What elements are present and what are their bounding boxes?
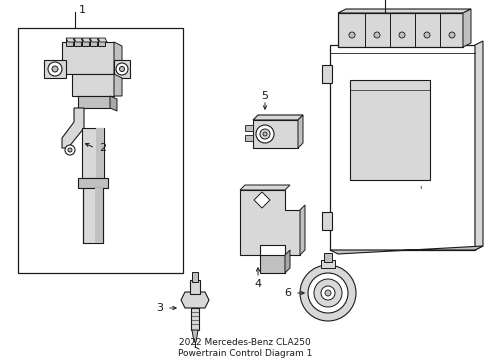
Bar — [260, 255, 285, 273]
Bar — [82, 128, 104, 178]
Polygon shape — [82, 38, 91, 42]
Bar — [74, 38, 81, 46]
Text: 3: 3 — [156, 303, 164, 313]
Circle shape — [52, 66, 58, 72]
Circle shape — [300, 265, 356, 321]
Bar — [324, 253, 332, 262]
Bar — [190, 280, 200, 294]
Bar — [78, 178, 108, 188]
Circle shape — [263, 132, 267, 136]
Polygon shape — [98, 38, 107, 42]
Polygon shape — [90, 38, 99, 42]
Circle shape — [449, 32, 455, 38]
Bar — [18, 28, 183, 273]
Polygon shape — [114, 42, 122, 78]
Circle shape — [120, 67, 124, 72]
Polygon shape — [300, 205, 305, 255]
Polygon shape — [253, 115, 303, 120]
Polygon shape — [110, 96, 117, 111]
Circle shape — [260, 129, 270, 139]
Polygon shape — [338, 9, 471, 13]
Bar — [245, 125, 253, 131]
Polygon shape — [240, 190, 300, 255]
Bar — [83, 188, 103, 243]
Polygon shape — [254, 192, 270, 208]
Polygon shape — [181, 292, 209, 308]
Bar — [321, 260, 335, 268]
Polygon shape — [298, 115, 303, 148]
Circle shape — [65, 145, 75, 155]
Circle shape — [68, 148, 72, 152]
Bar — [253, 120, 298, 148]
Circle shape — [116, 63, 128, 75]
Bar — [330, 45, 475, 250]
Bar — [98, 38, 105, 46]
Bar — [338, 13, 463, 47]
Bar — [191, 308, 199, 330]
Bar — [90, 38, 97, 46]
Polygon shape — [192, 330, 198, 342]
Text: 6: 6 — [285, 288, 292, 298]
Polygon shape — [330, 246, 483, 254]
Circle shape — [48, 62, 62, 76]
Polygon shape — [114, 74, 122, 96]
Polygon shape — [66, 38, 75, 42]
Bar — [44, 60, 66, 78]
Circle shape — [314, 279, 342, 307]
Bar — [350, 80, 430, 180]
Bar — [72, 74, 114, 96]
Circle shape — [256, 125, 274, 143]
Text: 2022 Mercedes-Benz CLA250
Powertrain Control Diagram 1: 2022 Mercedes-Benz CLA250 Powertrain Con… — [178, 338, 312, 358]
Bar — [245, 135, 253, 141]
Bar — [322, 65, 332, 83]
Bar — [192, 272, 198, 282]
Circle shape — [321, 286, 335, 300]
Bar — [66, 38, 73, 46]
Text: 4: 4 — [254, 279, 262, 289]
Polygon shape — [463, 9, 471, 47]
Circle shape — [325, 290, 331, 296]
Text: 2: 2 — [99, 143, 106, 153]
Text: ': ' — [419, 185, 421, 195]
Bar — [95, 188, 103, 243]
Bar — [96, 128, 104, 178]
Polygon shape — [240, 185, 290, 190]
Circle shape — [399, 32, 405, 38]
Polygon shape — [74, 38, 83, 42]
Circle shape — [424, 32, 430, 38]
Circle shape — [349, 32, 355, 38]
Text: 5: 5 — [262, 91, 269, 101]
Circle shape — [308, 273, 348, 313]
Text: 1: 1 — [78, 5, 85, 15]
Polygon shape — [62, 108, 84, 148]
Polygon shape — [475, 41, 483, 250]
Circle shape — [374, 32, 380, 38]
Polygon shape — [285, 250, 290, 273]
Bar — [322, 212, 332, 230]
Bar — [62, 42, 114, 74]
Bar — [114, 60, 130, 78]
Bar — [82, 38, 89, 46]
Bar — [78, 96, 110, 108]
